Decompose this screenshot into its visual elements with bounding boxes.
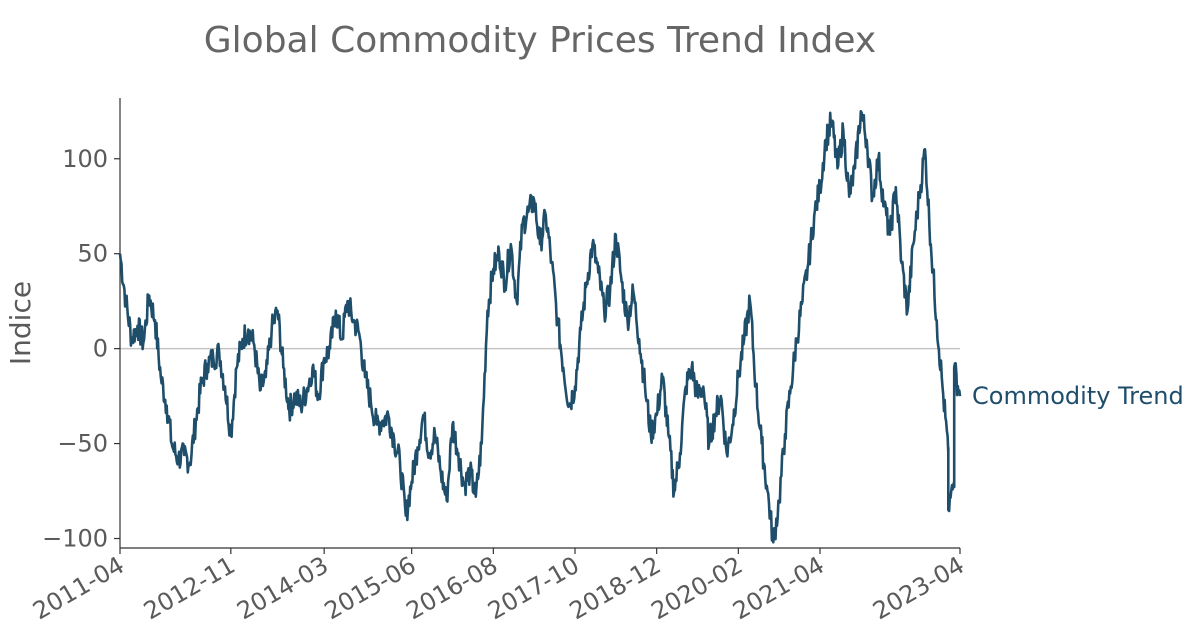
y-axis-label: Indice — [4, 281, 37, 365]
x-tick-label: 2023-04 — [868, 551, 969, 625]
series-group: Commodity Trend — [118, 110, 1184, 544]
series-label: Commodity Trend — [972, 382, 1184, 410]
y-tick-label: 50 — [77, 240, 108, 268]
y-tick-label: −50 — [57, 430, 108, 458]
chart-title: Global Commodity Prices Trend Index — [204, 20, 876, 61]
y-axis-ticks: −100 −50 0 50 100 — [42, 145, 120, 553]
x-tick-label: 2021-04 — [728, 551, 829, 625]
x-tick-label: 2011-04 — [28, 551, 129, 625]
y-tick-label: −100 — [42, 525, 108, 553]
y-tick-label: 100 — [62, 145, 108, 173]
x-tick-label: 2018-12 — [565, 551, 666, 625]
x-tick-label: 2012-11 — [139, 551, 240, 625]
x-tick-label: 2020-02 — [646, 551, 747, 625]
series-line-commodity-trend — [118, 110, 962, 544]
x-tick-label: 2015-06 — [320, 551, 421, 625]
x-tick-label: 2017-10 — [483, 551, 584, 625]
x-tick-label: 2016-08 — [401, 551, 502, 625]
x-axis-ticks: 2011-04 2012-112014-032015-062016-082017-… — [28, 548, 969, 625]
y-tick-label: 0 — [93, 335, 108, 363]
x-tick-label: 2014-03 — [232, 551, 333, 625]
